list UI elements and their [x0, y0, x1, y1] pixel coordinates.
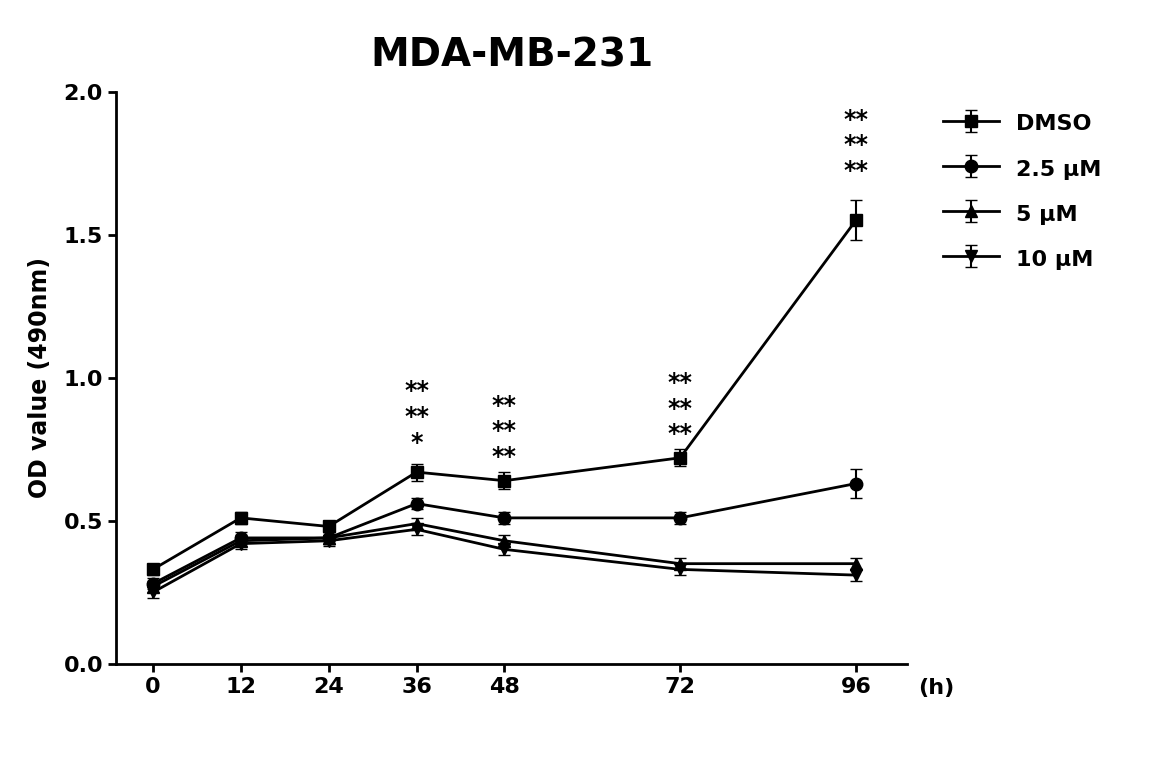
- Text: **: **: [492, 446, 516, 469]
- Text: (h): (h): [919, 678, 955, 698]
- Text: **: **: [843, 159, 869, 183]
- Text: **: **: [843, 108, 869, 132]
- Title: MDA-MB-231: MDA-MB-231: [370, 37, 654, 75]
- Text: *: *: [411, 431, 423, 455]
- Text: **: **: [668, 423, 693, 446]
- Y-axis label: OD value (490nm): OD value (490nm): [28, 257, 52, 498]
- Text: **: **: [668, 371, 693, 395]
- Text: **: **: [492, 394, 516, 417]
- Text: **: **: [404, 405, 429, 429]
- Text: **: **: [668, 397, 693, 420]
- Text: **: **: [404, 379, 429, 404]
- Legend: DMSO, 2.5 μM, 5 μM, 10 μM: DMSO, 2.5 μM, 5 μM, 10 μM: [934, 103, 1111, 278]
- Text: **: **: [492, 420, 516, 443]
- Text: **: **: [843, 134, 869, 157]
